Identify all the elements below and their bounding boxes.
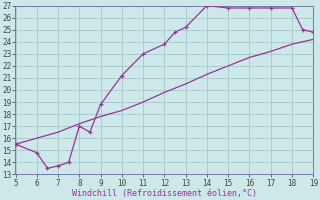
X-axis label: Windchill (Refroidissement éolien,°C): Windchill (Refroidissement éolien,°C) (72, 189, 257, 198)
